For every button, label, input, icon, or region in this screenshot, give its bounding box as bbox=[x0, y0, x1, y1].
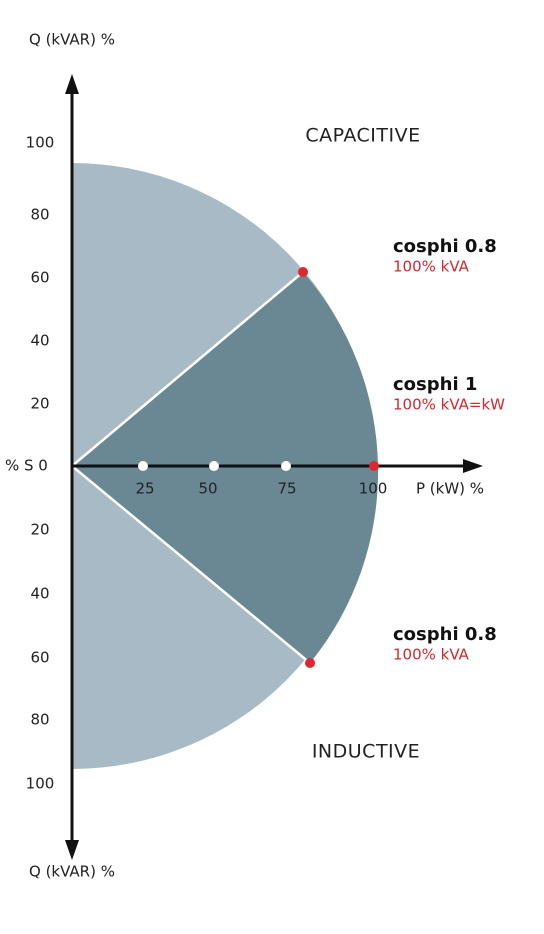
p-label: 100 bbox=[359, 480, 388, 498]
q-label: 40 bbox=[30, 585, 49, 603]
annotation-subtitle: 100% kVA bbox=[393, 258, 470, 276]
point bbox=[138, 461, 148, 471]
point bbox=[281, 461, 291, 471]
origin-label: % S 0 bbox=[5, 457, 48, 475]
arrow-head bbox=[65, 840, 79, 860]
annotation-title: cosphi 0.8 bbox=[393, 624, 497, 645]
annotation-title: cosphi 1 bbox=[393, 374, 477, 395]
annotation-title: cosphi 0.8 bbox=[393, 236, 497, 257]
q-label: 40 bbox=[30, 332, 49, 350]
p-label: 50 bbox=[198, 480, 217, 498]
arrow-head bbox=[65, 74, 79, 94]
cosphi-line bbox=[71, 271, 304, 467]
point bbox=[369, 461, 379, 471]
axis-label: Q (kVAR) % bbox=[29, 31, 115, 49]
zone-label: INDUCTIVE bbox=[312, 741, 420, 763]
arrow-head bbox=[463, 459, 483, 473]
cosphi-line bbox=[71, 465, 311, 664]
point bbox=[305, 658, 315, 668]
annotation-subtitle: 100% kVA=kW bbox=[393, 396, 505, 414]
point bbox=[298, 267, 308, 277]
p-label: 25 bbox=[135, 480, 154, 498]
q-label: 80 bbox=[30, 711, 49, 729]
point bbox=[209, 461, 219, 471]
p-label: 75 bbox=[277, 480, 296, 498]
q-label: 20 bbox=[30, 521, 49, 539]
q-label: 60 bbox=[30, 269, 49, 287]
q-label: 80 bbox=[30, 206, 49, 224]
zone-label: CAPACITIVE bbox=[305, 125, 420, 147]
q-label: 100 bbox=[26, 134, 55, 152]
annotation-subtitle: 100% kVA bbox=[393, 646, 470, 664]
q-label: 20 bbox=[30, 395, 49, 413]
q-label: 60 bbox=[30, 649, 49, 667]
axis-label: P (kW) % bbox=[416, 480, 484, 498]
q-label: 100 bbox=[26, 775, 55, 793]
axis-label: Q (kVAR) % bbox=[29, 863, 115, 881]
